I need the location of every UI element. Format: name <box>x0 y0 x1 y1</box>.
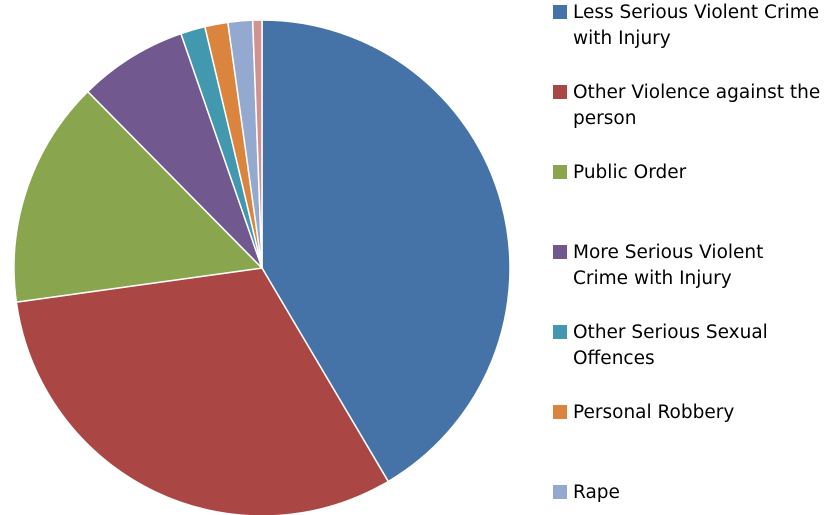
legend-label: Other Violence against the person <box>573 82 821 129</box>
legend-swatch <box>553 485 567 499</box>
legend-item: Personal Robbery <box>553 400 823 426</box>
legend-swatch <box>553 405 567 419</box>
legend-label: Public Order <box>573 162 687 183</box>
legend-swatch <box>553 5 567 19</box>
legend-item: Other Violence against the person <box>553 80 823 132</box>
legend-swatch <box>553 165 567 179</box>
pie-slice <box>13 90 264 304</box>
legend-label: Rape <box>573 482 620 503</box>
legend-label: Personal Robbery <box>573 402 735 423</box>
pie-slice <box>15 267 390 515</box>
legend-item: Other Serious Sexual Offences <box>553 320 823 372</box>
legend-item: Rape <box>553 480 823 506</box>
legend-item: Less Serious Violent Crime with Injury <box>553 0 823 52</box>
legend-label: More Serious Violent Crime with Injury <box>573 242 764 289</box>
legend-item: More Serious Violent Crime with Injury <box>553 240 823 292</box>
legend-item: Public Order <box>553 160 823 186</box>
legend-label: Less Serious Violent Crime with Injury <box>573 2 820 49</box>
pie-slice <box>251 19 263 269</box>
pie-slice <box>261 19 511 483</box>
legend-swatch <box>553 245 567 259</box>
legend-swatch <box>553 85 567 99</box>
legend-label: Other Serious Sexual Offences <box>573 322 768 369</box>
pie-slice <box>86 32 263 269</box>
legend-swatch <box>553 325 567 339</box>
